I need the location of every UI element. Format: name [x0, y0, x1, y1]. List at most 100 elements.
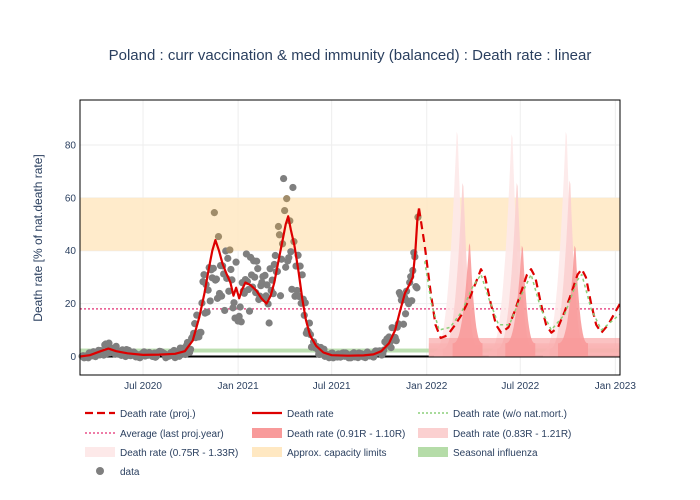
data-point	[224, 254, 232, 262]
legend-swatch	[96, 467, 104, 475]
x-tick-label: Jul 2022	[501, 381, 539, 392]
data-point	[279, 174, 288, 183]
legend-item-b83[interactable]: Death rate (0.83R - 1.21R)	[418, 428, 571, 440]
data-point	[275, 231, 284, 239]
chart-title: Poland : curr vaccination & med immunity…	[109, 47, 592, 64]
legend-item-cap[interactable]: Approx. capacity limits	[252, 447, 386, 459]
data-point	[293, 286, 301, 295]
plot-area	[78, 99, 621, 376]
data-point	[287, 248, 295, 256]
data-point	[232, 258, 240, 266]
data-point	[401, 310, 410, 318]
legend-item-wo[interactable]: Death rate (w/o nat.mort.)	[418, 409, 567, 420]
y-tick-label: 20	[65, 299, 77, 310]
data-point	[251, 273, 259, 281]
legend-label: Approx. capacity limits	[287, 448, 386, 459]
plot-frame	[79, 99, 621, 376]
x-tick-label: Jul 2021	[313, 381, 351, 392]
projection-band-peak	[505, 245, 536, 357]
legend-label: Death rate (w/o nat.mort.)	[453, 409, 567, 420]
legend-label: Death rate (0.91R - 1.10R)	[287, 429, 405, 440]
data-point	[212, 275, 221, 283]
data-point	[387, 344, 395, 352]
legend-label: Death rate (proj.)	[120, 409, 196, 420]
y-tick-label: 0	[70, 352, 76, 363]
legend-label: Death rate	[287, 409, 334, 420]
legend-swatch	[418, 447, 448, 457]
projection-band-floor	[428, 337, 620, 357]
data-point	[203, 308, 211, 316]
legend-item-b91[interactable]: Death rate (0.91R - 1.10R)	[252, 428, 405, 440]
series-line-death-rate-proj-	[417, 208, 620, 340]
data-point	[274, 222, 283, 231]
data-point	[270, 260, 278, 269]
legend-item-proj[interactable]: Death rate (proj.)	[85, 409, 196, 420]
data-point	[221, 306, 229, 315]
data-point	[265, 319, 273, 327]
data-point	[197, 328, 205, 336]
legend-label: Death rate (0.83R - 1.21R)	[453, 429, 571, 440]
legend-swatch	[252, 428, 282, 438]
data-point	[399, 320, 408, 328]
data-point	[283, 195, 291, 203]
legend-item-avg[interactable]: Average (last proj.year)	[85, 429, 224, 440]
legend-item-b75[interactable]: Death rate (0.75R - 1.33R)	[85, 447, 238, 459]
data-point	[225, 287, 233, 295]
x-tick-label: Jan 2023	[595, 381, 637, 392]
data-point	[271, 251, 279, 260]
data-point	[281, 206, 289, 215]
data-point	[206, 297, 214, 305]
legend-item-data[interactable]: data	[96, 467, 140, 478]
data-point	[262, 292, 270, 300]
legend-label: Death rate (0.75R - 1.33R)	[120, 448, 238, 459]
series-lines	[80, 208, 620, 358]
data-point	[285, 254, 293, 262]
legend-item-rate[interactable]: Death rate	[252, 409, 334, 420]
y-tick-label: 60	[65, 193, 77, 204]
legend-swatch	[252, 447, 282, 457]
data-point	[282, 263, 290, 271]
series-line-death-rate-w-o-nat-mort-	[423, 261, 620, 331]
data-point	[408, 297, 416, 305]
data-point	[237, 318, 245, 326]
y-tick-label: 40	[65, 246, 77, 257]
data-point	[230, 299, 238, 307]
data-point	[276, 292, 285, 300]
y-axis-label: Death rate [% of nat.death rate]	[31, 154, 45, 321]
data-point	[253, 257, 261, 265]
legend-swatch	[85, 447, 115, 457]
data-point	[261, 271, 269, 280]
data-point	[214, 232, 223, 241]
data-point	[209, 264, 217, 272]
x-tick-label: Jan 2022	[406, 381, 448, 392]
projection-band-peak	[557, 245, 588, 357]
legend-label: Seasonal influenza	[453, 448, 538, 459]
legend-label: Average (last proj.year)	[120, 429, 224, 440]
data-point	[263, 281, 271, 289]
data-point	[227, 265, 235, 274]
x-tick-label: Jan 2021	[218, 381, 260, 392]
data-point	[254, 264, 262, 273]
data-point	[245, 307, 254, 315]
data-point	[388, 324, 396, 332]
data-point	[236, 303, 244, 311]
capacity-band	[80, 197, 620, 251]
data-point	[413, 284, 421, 292]
legend-swatch	[418, 428, 448, 438]
y-axis-ticks: 0 20 40 60 80	[65, 140, 77, 363]
legend-label: data	[120, 467, 140, 478]
data-point	[289, 183, 297, 192]
legend-item-flu[interactable]: Seasonal influenza	[418, 447, 538, 459]
series-line-death-rate	[80, 208, 421, 358]
data-point	[200, 271, 208, 279]
legend: Death rate (proj.) Death rate Death rate (…	[85, 409, 571, 478]
data-point	[105, 339, 113, 347]
data-point	[210, 209, 218, 217]
data-point	[226, 246, 234, 254]
x-axis-ticks: Jul 2020 Jan 2021 Jul 2021 Jan 2022 Jul 2022…	[124, 381, 636, 392]
influenza-band	[80, 348, 620, 353]
y-tick-label: 80	[65, 140, 77, 151]
x-tick-label: Jul 2020	[124, 381, 162, 392]
data-point	[392, 337, 400, 345]
